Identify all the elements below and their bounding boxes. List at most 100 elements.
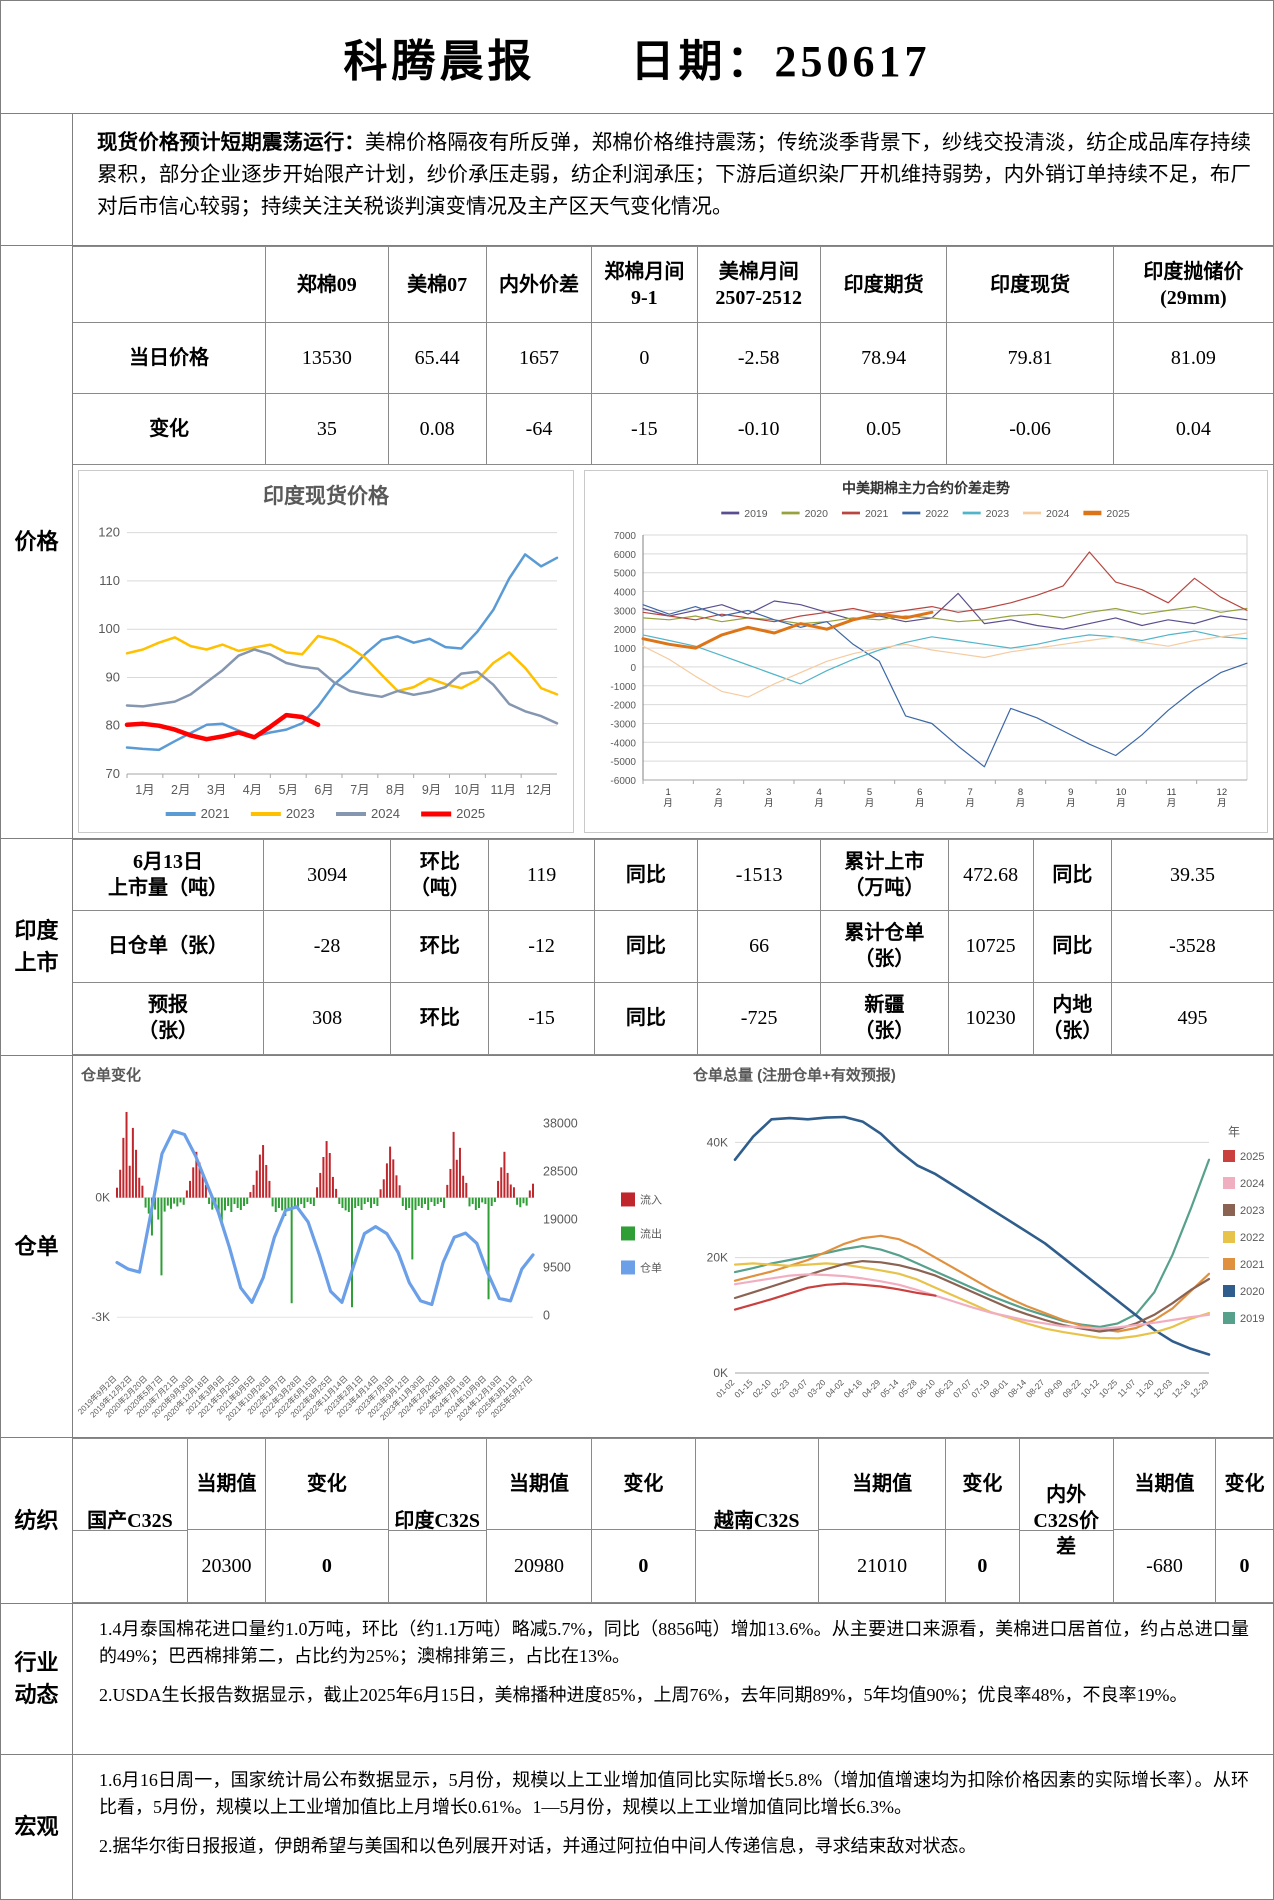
textile-change-value: 0: [1215, 1529, 1273, 1603]
price-value: 0: [591, 322, 698, 394]
svg-text:2023: 2023: [986, 508, 1010, 520]
india-label: 环比: [390, 910, 490, 983]
svg-text:印度现货价格: 印度现货价格: [263, 484, 390, 508]
svg-text:10-25: 10-25: [1097, 1377, 1120, 1400]
textile-current-header: 当期值: [817, 1437, 947, 1531]
india-value: 3094: [262, 838, 392, 912]
india-label: 同比: [1032, 910, 1112, 983]
price-value: -0.10: [696, 393, 821, 465]
svg-text:7000: 7000: [614, 531, 637, 542]
svg-text:2022: 2022: [925, 508, 949, 520]
summary-lead: 现货价格预计短期震荡运行：: [97, 132, 365, 154]
svg-text:6月: 6月: [314, 783, 333, 797]
textile-current-header: 当期值: [186, 1437, 267, 1531]
svg-text:100: 100: [98, 621, 120, 636]
svg-text:04-02: 04-02: [823, 1377, 846, 1400]
india-label: 预报 （张）: [73, 981, 264, 1056]
india-spot-price-chart: 70 80 90 100 110 120 1月 2月 3月 4月 5月 6月 7月 8月 9月 10月 11月 1…: [78, 470, 574, 833]
textile-current-header: 当期值: [1112, 1437, 1217, 1531]
section-label-textile: 纺织: [1, 1438, 73, 1603]
textile-change-value: 0: [591, 1529, 696, 1603]
india-value: 39.35: [1110, 838, 1273, 912]
india-label: 日仓单（张）: [73, 910, 264, 983]
svg-text:-5000: -5000: [610, 757, 636, 768]
india-value: -15: [488, 981, 595, 1056]
svg-text:10月: 10月: [454, 783, 480, 797]
svg-text:11-20: 11-20: [1134, 1377, 1156, 1399]
svg-text:40K: 40K: [707, 1135, 728, 1149]
svg-text:9月: 9月: [1066, 787, 1076, 809]
svg-text:09-09: 09-09: [1042, 1377, 1065, 1400]
svg-text:8月: 8月: [386, 783, 405, 797]
svg-text:07-19: 07-19: [969, 1377, 992, 1400]
svg-text:4000: 4000: [614, 588, 637, 599]
textile-change-header: 变化: [591, 1437, 696, 1531]
svg-text:90: 90: [106, 669, 120, 684]
india-label: 同比: [593, 838, 698, 912]
section-label-india: 印度 上市: [1, 839, 73, 1055]
textile-product-name: 内外 C32S价 差: [1018, 1438, 1114, 1603]
price-row-label: 当日价格: [73, 322, 267, 394]
svg-text:03-07: 03-07: [787, 1377, 810, 1400]
india-label: 环比: [390, 981, 490, 1056]
india-label: 累计仓单 （张）: [820, 910, 949, 983]
industry-news-item: 2.USDA生长报告数据显示，截止2025年6月15日，美棉播种进度85%，上周…: [99, 1685, 1188, 1705]
price-value: -0.06: [946, 393, 1114, 465]
summary-section: 现货价格预计短期震荡运行：美棉价格隔夜有所反弹，郑棉价格维持震荡；传统淡季背景下…: [1, 113, 1273, 245]
svg-text:04-16: 04-16: [842, 1377, 865, 1400]
svg-text:1月: 1月: [663, 787, 673, 809]
svg-text:01-15: 01-15: [732, 1377, 755, 1400]
textile-current-header: 当期值: [485, 1437, 593, 1531]
svg-text:12-03: 12-03: [1152, 1377, 1175, 1400]
industry-news-section: 行业 动态 1.4月泰国棉花进口量约1.0万吨，环比（约1.1万吨）略减5.7%…: [1, 1603, 1273, 1754]
svg-text:11-07: 11-07: [1115, 1377, 1137, 1399]
svg-text:0K: 0K: [95, 1191, 110, 1205]
svg-text:年: 年: [1228, 1125, 1240, 1139]
india-value: 495: [1110, 981, 1273, 1056]
svg-text:2021: 2021: [865, 508, 889, 520]
svg-text:12-29: 12-29: [1188, 1377, 1211, 1400]
textile-current-value: 20980: [485, 1529, 593, 1603]
svg-text:-4000: -4000: [610, 738, 636, 749]
macro-news-item: 1.6月16日周一，国家统计局公布数据显示，5月份，规模以上工业增加值同比实际增…: [99, 1770, 1249, 1817]
svg-text:08-14: 08-14: [1006, 1377, 1029, 1400]
svg-text:2023: 2023: [1240, 1205, 1264, 1217]
summary-text: 现货价格预计短期震荡运行：美棉价格隔夜有所反弹，郑棉价格维持震荡；传统淡季背景下…: [73, 114, 1273, 245]
svg-text:120: 120: [98, 525, 120, 540]
svg-text:2月: 2月: [171, 783, 190, 797]
india-label: 同比: [593, 910, 698, 983]
svg-text:12-16: 12-16: [1170, 1377, 1193, 1400]
svg-text:38000: 38000: [543, 1116, 578, 1130]
svg-text:07-07: 07-07: [951, 1377, 974, 1400]
svg-text:6000: 6000: [614, 550, 637, 561]
svg-text:9500: 9500: [543, 1261, 571, 1275]
section-label-receipts: 仓单: [1, 1056, 73, 1437]
textile-change-header: 变化: [1215, 1437, 1273, 1531]
svg-text:2月: 2月: [714, 787, 724, 809]
svg-text:2022: 2022: [1240, 1232, 1264, 1244]
textile-table: 国产C32S 当期值 变化 印度C32S 当期值 变化 越南C32S 当期值 变化 内外 C32S…: [73, 1437, 1273, 1603]
svg-text:08-27: 08-27: [1024, 1377, 1047, 1400]
svg-text:80: 80: [106, 718, 120, 733]
svg-text:5月: 5月: [865, 787, 875, 809]
svg-text:06-10: 06-10: [915, 1377, 938, 1400]
india-value: 10725: [947, 910, 1034, 983]
textile-current-value: 21010: [817, 1529, 947, 1603]
report-header: 科腾晨报 日期：250617: [1, 1, 1273, 113]
svg-text:4月: 4月: [814, 787, 824, 809]
svg-text:3月: 3月: [207, 783, 226, 797]
price-value: 78.94: [819, 322, 948, 394]
svg-text:12月: 12月: [526, 783, 552, 797]
svg-text:2020: 2020: [1240, 1286, 1264, 1298]
price-col-header: 美棉07: [387, 246, 487, 323]
macro-news-section: 宏观 1.6月16日周一，国家统计局公布数据显示，5月份，规模以上工业增加值同比…: [1, 1754, 1273, 1899]
svg-text:0: 0: [543, 1309, 550, 1323]
svg-text:8月: 8月: [1016, 787, 1026, 809]
warehouse-receipts-section: 仓单 仓单变化 0K -3K 38000 28500 19000 9500 0 2019年9月2…: [1, 1055, 1273, 1437]
svg-text:2024: 2024: [1240, 1178, 1264, 1190]
summary-side-spacer: [1, 114, 73, 245]
svg-text:5000: 5000: [614, 569, 637, 580]
india-label: 内地 （张）: [1032, 981, 1112, 1056]
section-label-industry: 行业 动态: [1, 1604, 73, 1754]
